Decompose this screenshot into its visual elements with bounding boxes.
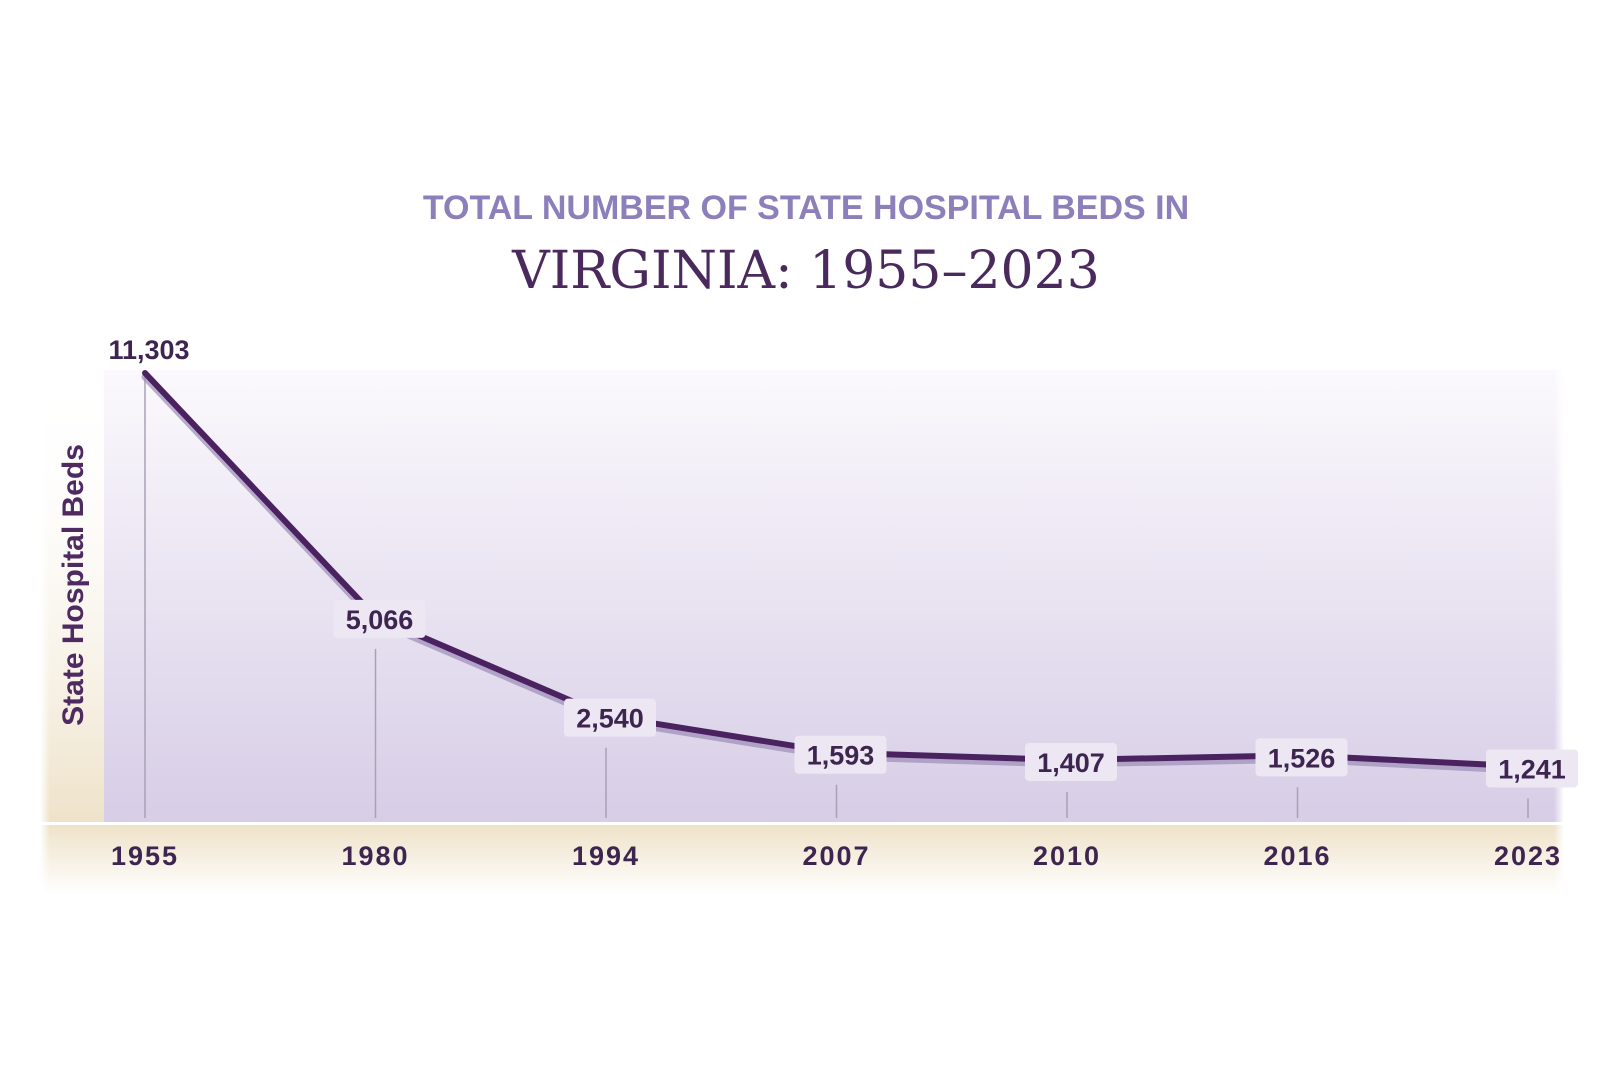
x-tick-label-1980: 1980 bbox=[341, 841, 409, 871]
x-tick-label-1994: 1994 bbox=[572, 841, 640, 871]
x-tick-label-2007: 2007 bbox=[802, 841, 870, 871]
drop-lines bbox=[144, 373, 1529, 818]
y-axis-label: State Hospital Beds bbox=[57, 444, 90, 726]
data-label-1980: 5,066 bbox=[346, 605, 414, 635]
data-label-2010: 1,407 bbox=[1037, 748, 1105, 778]
x-tick-label-2010: 2010 bbox=[1033, 841, 1101, 871]
plot-baseline bbox=[40, 822, 1564, 825]
x-tick-label-1955: 1955 bbox=[111, 841, 179, 871]
data-label-bg-2007 bbox=[794, 735, 887, 774]
data-label-bg-1994 bbox=[564, 698, 656, 737]
left-edge-fade bbox=[40, 370, 50, 895]
right-edge-fade bbox=[1554, 370, 1564, 895]
data-label-bg-2010 bbox=[1025, 742, 1117, 781]
data-label-bg-2016 bbox=[1255, 738, 1348, 777]
y-axis-band bbox=[40, 370, 104, 823]
data-label-2023: 1,241 bbox=[1498, 754, 1566, 784]
chart-subtitle: TOTAL NUMBER OF STATE HOSPITAL BEDS IN bbox=[423, 189, 1189, 227]
x-axis-tick-labels: 1955 1980 1994 2007 2010 2016 2023 bbox=[111, 841, 1562, 871]
data-label-2016: 1,526 bbox=[1268, 743, 1336, 773]
data-label-bg-2023 bbox=[1486, 749, 1578, 788]
data-labels: 11,303 5,066 2,540 1,593 1,407 1,526 1,241 bbox=[108, 335, 1578, 788]
x-tick-label-2016: 2016 bbox=[1263, 841, 1331, 871]
data-label-1994: 2,540 bbox=[576, 704, 644, 734]
x-tick-label-2023: 2023 bbox=[1494, 841, 1562, 871]
chart-title: VIRGINIA: 1955–2023 bbox=[511, 241, 1100, 301]
data-label-bg-1980 bbox=[333, 599, 426, 638]
x-axis-band bbox=[40, 825, 1564, 895]
data-label-2007: 1,593 bbox=[807, 741, 875, 771]
data-label-1955: 11,303 bbox=[108, 335, 189, 365]
